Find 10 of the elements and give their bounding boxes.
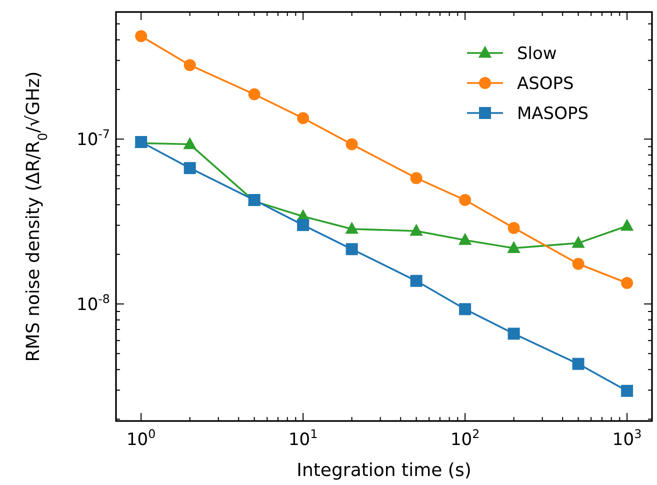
legend-label: MASOPS (517, 104, 589, 124)
x-tick-label: 10$^{1}$ (288, 427, 318, 450)
y-tick-label: 10$^{-8}$ (76, 292, 110, 315)
x-tick-label: 10$^{3}$ (612, 427, 642, 450)
legend-label: ASOPS (517, 74, 574, 94)
x-tick-label: 10$^{0}$ (126, 427, 156, 450)
y-tick-label: 10$^{-7}$ (76, 127, 110, 150)
x-tick-label: 10$^{2}$ (450, 427, 480, 450)
x-axis-title: Integration time (s) (296, 460, 472, 481)
legend-label: Slow (517, 44, 557, 64)
